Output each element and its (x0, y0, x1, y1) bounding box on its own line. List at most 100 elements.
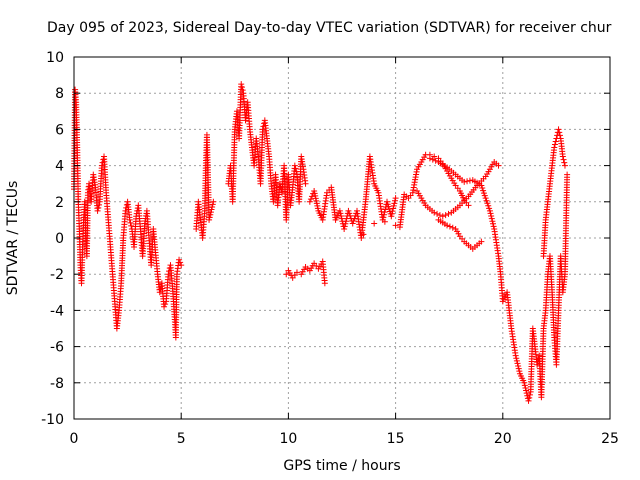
data-point (564, 171, 571, 178)
data-point-interp (485, 202, 492, 209)
data-point-interp (488, 213, 495, 220)
data-point-interp (96, 201, 103, 208)
data-point (178, 262, 185, 269)
data-point-interp (526, 391, 533, 398)
data-point (345, 207, 352, 214)
data-point-interp (479, 185, 486, 192)
data-point (431, 153, 438, 160)
data-point-interp (162, 301, 169, 308)
data-point (521, 379, 528, 386)
data-point (381, 218, 388, 225)
data-point-interp (388, 210, 395, 217)
data-point-interp (390, 205, 397, 212)
data-point-interp (526, 394, 533, 401)
data-point-interp (350, 217, 357, 224)
chart-title: Day 095 of 2023, Sidereal Day-to-day VTE… (47, 20, 612, 36)
data-point (360, 231, 367, 238)
y-tick-label: -2 (50, 267, 64, 283)
data-point (259, 126, 266, 133)
x-tick-label: 0 (70, 431, 79, 447)
data-point-interp (487, 210, 494, 217)
data-point-interp (514, 360, 521, 367)
data-point-interp (380, 211, 387, 218)
data-point (525, 397, 532, 404)
y-tick-label: 10 (46, 50, 64, 66)
data-point-interp (380, 214, 387, 221)
data-point-interp (480, 190, 487, 197)
data-point-interp (551, 141, 558, 148)
data-point-interp (516, 368, 523, 375)
data-point (486, 207, 493, 214)
x-tick-label: 10 (279, 431, 297, 447)
x-tick-label: 25 (601, 431, 619, 447)
data-point-interp (442, 212, 449, 219)
data-point-interp (207, 209, 214, 216)
data-point (302, 180, 309, 187)
data-point-interp (177, 259, 184, 266)
data-point-interp (445, 210, 452, 217)
data-point (161, 303, 168, 310)
data-point-interp (382, 206, 389, 213)
data-point-interp (561, 159, 568, 166)
data-point-interp (389, 208, 396, 215)
data-point-interp (486, 205, 493, 212)
data-point-interp (342, 220, 349, 227)
data-point (165, 271, 172, 278)
x-tick-label: 20 (494, 431, 512, 447)
data-point-interp (484, 200, 491, 207)
data-point-interp (483, 197, 490, 204)
data-point-interp (207, 211, 214, 218)
y-axis-label: SDTVAR / TECUs (5, 181, 21, 296)
data-point (293, 269, 300, 276)
data-point (426, 155, 433, 162)
data-point-interp (208, 206, 215, 213)
y-tick-label: -10 (41, 412, 64, 428)
data-point (371, 220, 378, 227)
data-point-interp (552, 138, 559, 145)
data-point (555, 126, 562, 133)
data-point (444, 222, 451, 229)
data-point (512, 352, 519, 359)
y-tick-label: 2 (55, 195, 64, 211)
grid-lines (74, 57, 610, 419)
data-point (482, 195, 489, 202)
data-point-interp (127, 219, 134, 226)
data-point (392, 195, 399, 202)
y-tick-label: 0 (55, 231, 64, 247)
data-point-interp (381, 209, 388, 216)
data-point-interp (490, 223, 497, 230)
data-point-interp (239, 87, 246, 94)
data-point (478, 182, 485, 189)
data-point-interp (292, 165, 299, 172)
data-point-interp (206, 214, 213, 221)
data-point-interp (521, 382, 528, 389)
data-point (291, 162, 298, 169)
axis-ticks: 0 5 10 15 20 25 -10 -8 -6 -4 -2 0 2 4 6 8 10 (41, 50, 619, 447)
data-point-interp (523, 390, 530, 397)
y-tick-label: -8 (50, 376, 64, 392)
data-point (276, 180, 283, 187)
data-point-interp (449, 224, 456, 231)
data-point (206, 216, 213, 223)
data-point (561, 162, 568, 169)
data-point-interp (556, 132, 563, 139)
data-point-interp (481, 192, 488, 199)
data-point-interp (337, 210, 344, 217)
data-point-interp (464, 178, 471, 185)
data-point (283, 271, 290, 278)
data-point-interp (515, 365, 522, 372)
data-point (559, 153, 566, 160)
data-point (465, 202, 472, 209)
data-point (388, 213, 395, 220)
data-point-interp (391, 200, 398, 207)
data-point (306, 198, 313, 205)
y-tick-label: 8 (55, 86, 64, 102)
data-point-interp (95, 204, 102, 211)
data-point-interp (341, 223, 348, 230)
data-point (126, 216, 133, 223)
data-point-interp (522, 384, 529, 391)
data-point-interp (556, 129, 563, 136)
data-point-interp (390, 202, 397, 209)
data-point (321, 280, 328, 287)
